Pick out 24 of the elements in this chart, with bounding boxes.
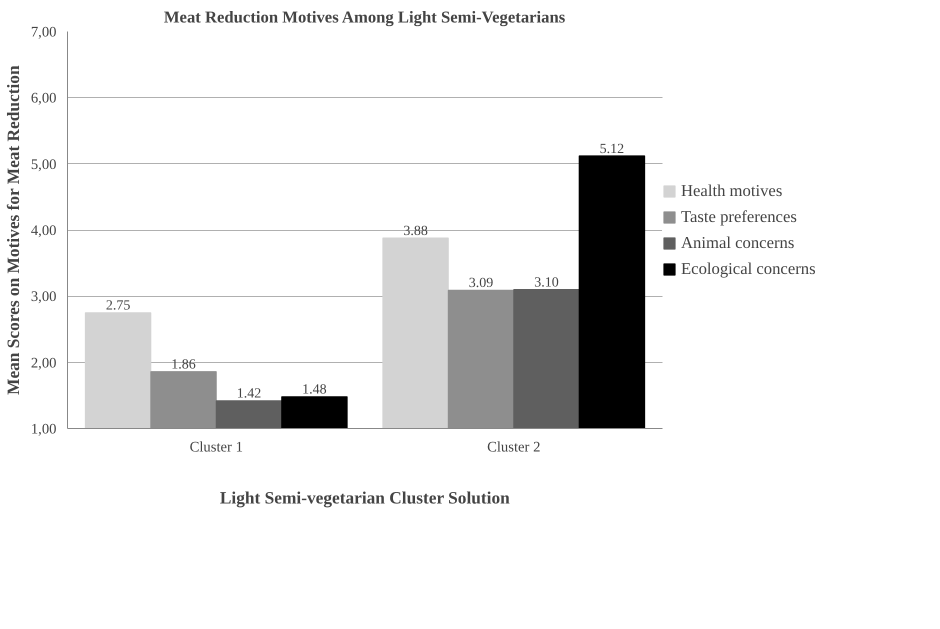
legend-label: Ecological concerns (681, 258, 816, 278)
x-tick-label: Cluster 1 (190, 440, 243, 456)
legend-label: Health motives (681, 180, 782, 200)
y-tick-label: 1,00 (30, 422, 57, 438)
y-tick-label: 7,00 (30, 24, 57, 40)
legend-label: Animal concerns (681, 232, 794, 252)
y-tick-label: 5,00 (30, 156, 57, 173)
y-tick-label: 3,00 (30, 289, 57, 306)
x-axis-title: Light Semi-vegetarian Cluster Solution (220, 488, 510, 508)
y-tick-label: 2,00 (30, 355, 57, 372)
y-tick-label: 4,00 (30, 223, 57, 239)
legend-label: Taste preferences (681, 206, 797, 226)
text: 3.10 (534, 276, 559, 291)
text: 3.09 (468, 276, 494, 292)
y-axis-title: Mean Scores on Motives for Meat Reduction (4, 65, 23, 395)
text: 1.48 (302, 382, 327, 398)
text: 1.42 (236, 386, 262, 402)
chart-title: Meat Reduction Motives Among Light Semi-Vegetarians (164, 8, 566, 26)
text: 3.88 (403, 224, 428, 239)
text: 2.75 (106, 298, 130, 314)
x-tick-label: Cluster 2 (487, 440, 540, 456)
text: 1.86 (171, 358, 196, 373)
y-tick-label: 6,00 (30, 90, 57, 107)
text: 5.12 (600, 142, 624, 157)
